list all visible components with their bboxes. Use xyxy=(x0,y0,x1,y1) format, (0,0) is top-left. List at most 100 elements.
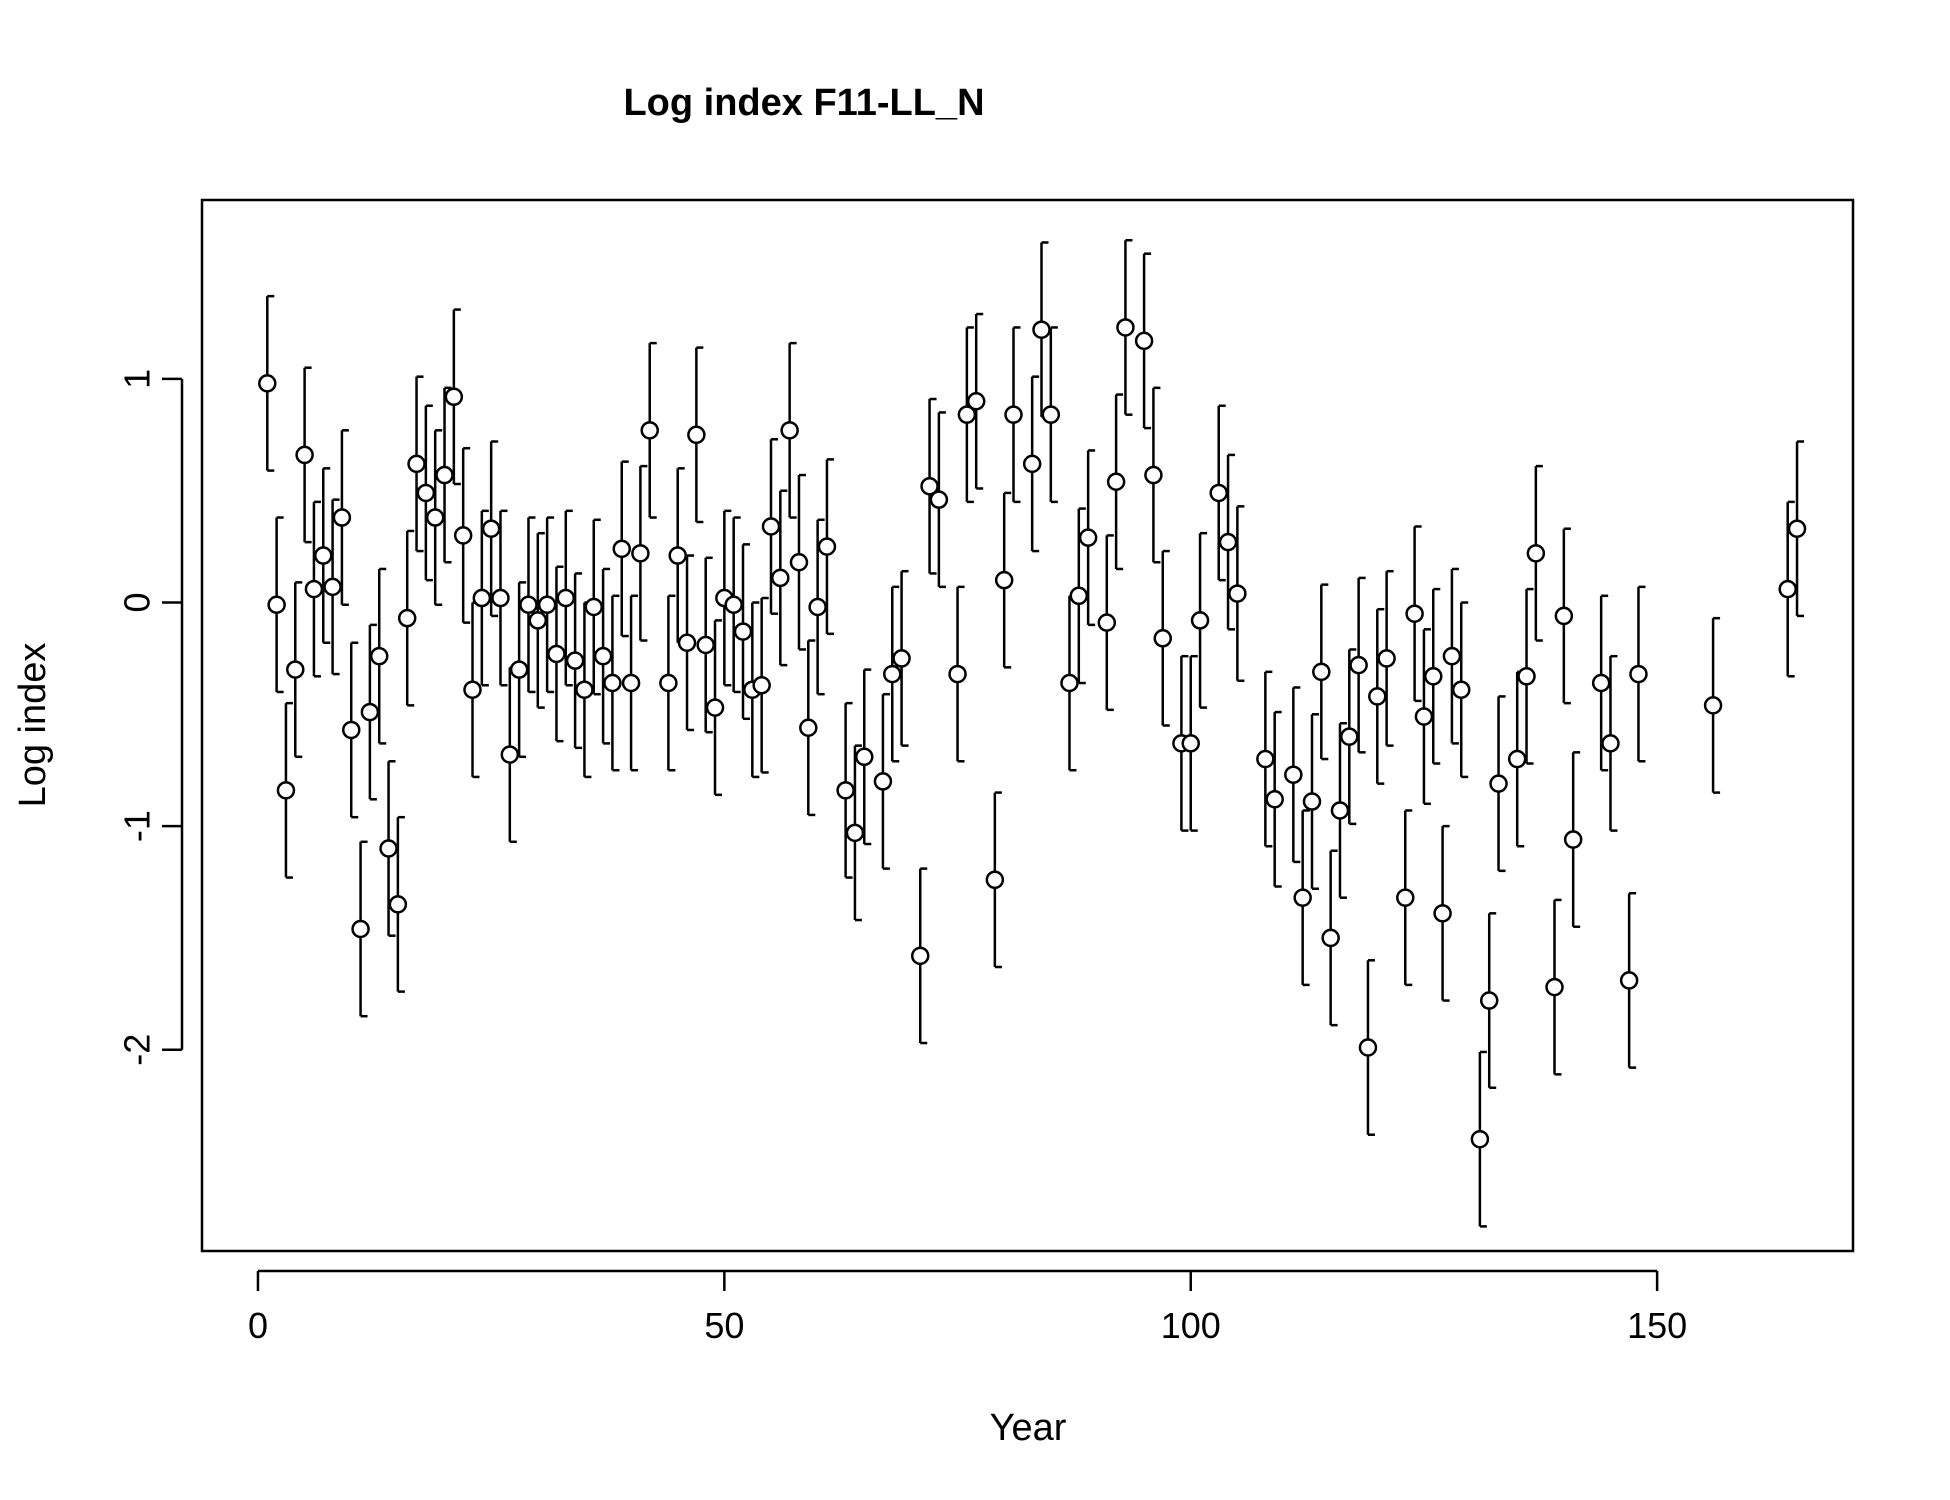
data-point xyxy=(453,526,473,545)
data-point xyxy=(1284,765,1303,784)
data-point-group xyxy=(1517,587,1536,765)
y-tick-label: -2 xyxy=(117,1034,158,1066)
data-point xyxy=(1554,606,1574,626)
data-point-group xyxy=(1358,959,1378,1136)
data-point xyxy=(966,392,986,411)
data-point-group xyxy=(1116,239,1135,416)
data-point-group xyxy=(873,692,893,870)
data-point-group xyxy=(957,326,977,504)
data-point xyxy=(575,680,594,699)
data-point-group xyxy=(453,446,473,624)
data-point xyxy=(957,405,977,424)
data-point-group xyxy=(668,467,687,645)
data-point xyxy=(1479,991,1499,1010)
data-point xyxy=(267,595,286,614)
data-point-group xyxy=(1293,809,1312,987)
data-point xyxy=(929,490,949,509)
data-point-group xyxy=(416,404,436,582)
data-point xyxy=(1703,696,1723,715)
y-axis: -2 -1 0 1 xyxy=(117,369,184,1066)
data-point-group xyxy=(314,467,333,645)
data-point-group xyxy=(584,518,604,696)
data-point xyxy=(276,781,296,800)
data-point-group xyxy=(1479,912,1499,1090)
data-point-group xyxy=(1368,607,1387,785)
data-point xyxy=(836,781,855,800)
data-point xyxy=(1507,749,1527,769)
data-point xyxy=(1228,584,1247,603)
data-point-group xyxy=(705,619,725,797)
data-point xyxy=(696,635,715,655)
data-point-group xyxy=(1591,594,1611,772)
data-point-group xyxy=(463,601,482,779)
data-point-group xyxy=(1218,453,1238,631)
data-point xyxy=(910,946,930,966)
data-point-group xyxy=(920,397,939,575)
data-point xyxy=(1041,405,1061,424)
data-point xyxy=(659,673,678,693)
data-point xyxy=(1256,749,1275,769)
data-point xyxy=(1060,673,1079,693)
data-point-group xyxy=(1629,585,1648,763)
data-point-group xyxy=(892,569,911,747)
data-point xyxy=(519,595,538,614)
data-point xyxy=(1209,483,1228,503)
data-point xyxy=(1153,629,1173,648)
data-point xyxy=(1321,928,1340,948)
data-point xyxy=(920,476,939,496)
data-point-group xyxy=(1601,654,1620,832)
x-axis-label: Year xyxy=(990,1407,1067,1449)
data-point-group xyxy=(771,489,790,667)
data-point-group xyxy=(855,668,874,846)
data-point xyxy=(1004,405,1023,424)
data-point xyxy=(593,646,613,666)
data-point-group xyxy=(603,594,622,772)
data-point xyxy=(407,454,426,474)
data-point-group xyxy=(304,500,324,678)
data-point xyxy=(761,517,781,536)
data-point-group xyxy=(575,601,594,779)
data-point xyxy=(528,611,548,630)
data-point xyxy=(668,546,687,565)
y-tick-label: 0 xyxy=(117,592,158,612)
data-point xyxy=(435,465,454,485)
data-point xyxy=(994,570,1014,590)
data-point-group xyxy=(397,529,417,707)
data-point xyxy=(799,718,818,737)
data-point-group xyxy=(808,518,827,696)
data-point-group xyxy=(1405,525,1424,703)
data-point xyxy=(1442,646,1462,666)
data-point xyxy=(1293,888,1312,907)
data-point xyxy=(1526,544,1546,563)
data-point xyxy=(537,595,557,614)
data-point xyxy=(612,539,631,559)
data-point-group xyxy=(1330,722,1350,899)
data-point xyxy=(1377,649,1396,668)
data-point xyxy=(752,675,771,695)
data-point-group xyxy=(761,438,781,615)
data-point xyxy=(789,553,809,572)
data-point xyxy=(314,546,333,565)
data-point xyxy=(1330,801,1350,820)
data-point-group xyxy=(1349,576,1368,754)
data-point xyxy=(873,772,893,791)
data-point-group xyxy=(677,554,697,732)
data-point xyxy=(1358,1038,1378,1057)
data-point-group xyxy=(332,429,352,606)
data-point xyxy=(985,870,1005,890)
data-point-group xyxy=(1265,710,1284,888)
data-point xyxy=(677,633,697,653)
data-point xyxy=(1097,613,1117,632)
data-point-group xyxy=(360,623,380,801)
data-point-group xyxy=(425,429,445,606)
data-point-group xyxy=(929,411,949,589)
data-point-group xyxy=(640,341,659,519)
y-tick-label: -1 xyxy=(117,810,158,842)
data-point xyxy=(369,646,389,666)
data-point xyxy=(341,720,361,740)
data-point-group xyxy=(1022,375,1042,553)
data-point-group xyxy=(1041,326,1061,504)
data-point-group xyxy=(556,509,576,687)
data-point-group xyxy=(435,386,454,564)
